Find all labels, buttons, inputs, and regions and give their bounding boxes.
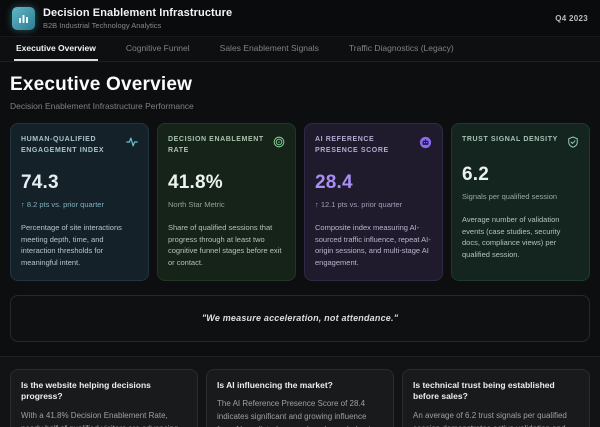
metric-label: TRUST SIGNAL DENSITY (462, 136, 558, 143)
tab-cognitive-funnel[interactable]: Cognitive Funnel (125, 43, 190, 53)
metric-label: AI REFERENCE PRESENCE SCORE (315, 136, 389, 154)
tab-sales-enablement-signals[interactable]: Sales Enablement Signals (219, 43, 319, 53)
metric-label: HUMAN-QUALIFIED ENGAGEMENT INDEX (21, 136, 105, 154)
insight-card-technical-trust: Is technical trust being established bef… (402, 368, 590, 427)
ai-bot-icon (419, 136, 432, 149)
bar-chart-icon (12, 6, 35, 30)
insight-card-ai-influence: Is AI influencing the market? The AI Ref… (206, 368, 394, 427)
insights-section: Is the website helping decisions progres… (0, 355, 600, 427)
page-subtitle: Decision Enablement Infrastructure Perfo… (10, 101, 194, 111)
metric-value: 6.2 (462, 164, 490, 185)
metric-sublabel: Signals per qualified session (462, 192, 558, 201)
insight-answer: An average of 6.2 trust signals per qual… (413, 411, 567, 427)
main-content: Executive Overview Decision Enablement I… (0, 62, 600, 342)
metric-cards-row: HUMAN-QUALIFIED ENGAGEMENT INDEX 74.3 ↑ … (10, 123, 590, 281)
metric-card-ai-reference-presence: AI REFERENCE PRESENCE SCORE 28.4 ↑ 12.1 … (304, 123, 443, 281)
metric-value: 41.8% (168, 172, 223, 193)
shield-check-icon (567, 136, 579, 148)
tab-bar: Executive Overview Cognitive Funnel Sale… (0, 37, 600, 62)
metric-value: 28.4 (315, 172, 353, 193)
tab-executive-overview[interactable]: Executive Overview (14, 37, 98, 61)
metric-sublabel: North Star Metric (168, 200, 225, 209)
insight-question: Is the website helping decisions progres… (21, 379, 151, 402)
metric-description: Percentage of site interactions meeting … (21, 223, 122, 267)
activity-icon (126, 136, 138, 148)
insight-answer: The AI Reference Presence Score of 28.4 … (217, 399, 379, 427)
app-title: Decision Enablement Infrastructure (43, 6, 233, 19)
insight-answer: With a 41.8% Decision Enablement Rate, n… (21, 411, 178, 427)
insight-question: Is technical trust being established bef… (413, 379, 555, 402)
app-header: Decision Enablement Infrastructure B2B I… (0, 0, 600, 37)
tab-traffic-diagnostics-legacy[interactable]: Traffic Diagnostics (Legacy) (348, 43, 454, 53)
metric-card-trust-signal-density: TRUST SIGNAL DENSITY 6.2 Signals per qua… (451, 123, 590, 281)
metric-delta: ↑ 12.1 pts vs. prior quarter (315, 200, 403, 209)
insight-card-decisions-progress: Is the website helping decisions progres… (10, 368, 198, 427)
header-brand: Decision Enablement Infrastructure B2B I… (12, 6, 232, 30)
metric-card-engagement-index: HUMAN-QUALIFIED ENGAGEMENT INDEX 74.3 ↑ … (10, 123, 149, 281)
insight-question: Is AI influencing the market? (217, 379, 333, 390)
metric-description: Composite index measuring AI-sourced tra… (315, 223, 431, 267)
metric-description: Average number of validation events (cas… (462, 215, 561, 259)
metric-card-decision-enablement-rate: DECISION ENABLEMENT RATE 41.8% North Sta… (157, 123, 296, 281)
quote-text: "We measure acceleration, not attendance… (201, 313, 399, 323)
metric-label: DECISION ENABLEMENT RATE (168, 136, 264, 154)
quote-banner: "We measure acceleration, not attendance… (10, 294, 590, 342)
period-label: Q4 2023 (555, 13, 588, 23)
app-subtitle: B2B Industrial Technology Analytics (43, 20, 162, 30)
header-titles: Decision Enablement Infrastructure B2B I… (43, 7, 232, 30)
metric-delta: ↑ 8.2 pts vs. prior quarter (21, 200, 104, 209)
page-title: Executive Overview (10, 74, 193, 95)
metric-description: Share of qualified sessions that progres… (168, 223, 282, 267)
target-icon (273, 136, 285, 148)
metric-value: 74.3 (21, 172, 59, 193)
